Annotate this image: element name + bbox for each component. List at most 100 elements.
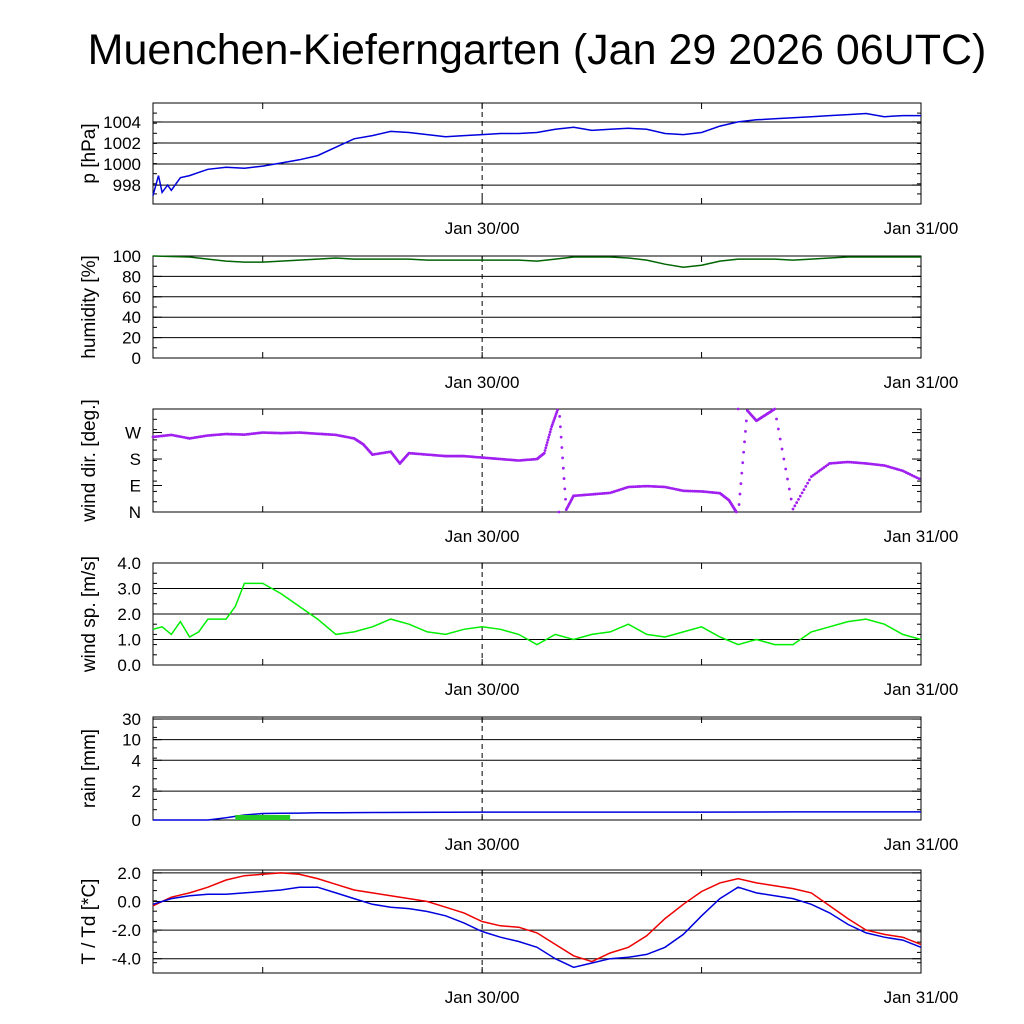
wind-direction-point: [784, 467, 788, 471]
y-tick-label: 4.0: [117, 554, 141, 573]
wind-direction-point: [806, 481, 810, 485]
wind-direction-point: [556, 408, 559, 412]
y-axis-label: T / Td [*C]: [79, 879, 100, 965]
wind-direction-point: [558, 415, 562, 418]
y-tick-label: S: [130, 450, 141, 469]
plot-frame: [152, 408, 922, 513]
wind-direction-point: [559, 425, 562, 429]
wind-direction-point: [789, 497, 793, 501]
y-tick-label: N: [129, 503, 141, 522]
x-tick-label: Jan 31/00: [884, 527, 959, 546]
wind-direction-point: [548, 433, 551, 437]
wind-direction-point: [795, 501, 799, 504]
x-tick-label: Jan 30/00: [445, 835, 520, 854]
y-tick-label: 30: [122, 710, 141, 729]
wind-direction-point: [736, 407, 740, 411]
y-tick-label: -4.0: [112, 950, 141, 969]
wind-direction-point: [545, 441, 549, 444]
wind-direction-point: [804, 484, 808, 488]
y-tick-label: 0: [132, 349, 141, 368]
wind-direction-point: [543, 449, 547, 452]
x-tick-label: Jan 30/00: [445, 527, 520, 546]
y-tick-label: 1004: [103, 113, 141, 132]
wind-direction-point: [738, 492, 742, 496]
x-tick-label: Jan 31/00: [884, 988, 959, 1007]
wind-direction-point: [734, 510, 738, 514]
hourly-rain-bar: [235, 814, 291, 820]
y-tick-label: 10: [122, 731, 141, 750]
y-axis-label: humidity [%]: [79, 255, 100, 358]
wind-direction-point: [546, 438, 550, 442]
wind-direction-point: [786, 477, 789, 481]
y-axis-label: rain [mm]: [79, 729, 100, 808]
wind-direction-point: [917, 477, 921, 481]
wind-direction-point: [778, 437, 782, 441]
wind-direction-point: [808, 478, 811, 482]
wind-direction-point: [741, 461, 745, 465]
T-line: [152, 872, 922, 963]
wind-direction-point: [561, 456, 564, 460]
plot-frame: [152, 716, 922, 821]
wind-direction-point: [545, 443, 548, 447]
y-tick-label: 80: [122, 267, 141, 286]
wind-direction-point: [776, 427, 780, 431]
y-tick-label: 60: [122, 288, 141, 307]
x-tick-label: Jan 31/00: [884, 373, 959, 392]
x-tick-label: Jan 30/00: [445, 680, 520, 699]
wind-direction-point: [564, 497, 567, 501]
y-tick-label: 2.0: [117, 605, 141, 624]
plot-frame: [152, 869, 922, 974]
y-tick-label: E: [130, 477, 141, 496]
pressure-line: [152, 112, 921, 196]
x-tick-label: Jan 30/00: [445, 988, 520, 1007]
plot-frame: [152, 102, 922, 205]
wind-direction-point: [740, 471, 744, 475]
y-tick-label: 0.0: [117, 656, 141, 675]
wind-direction-point: [773, 407, 777, 411]
y-tick-label: 0: [132, 811, 141, 830]
wind-direction-point: [542, 451, 546, 455]
y-axis-label: p [hPa]: [79, 123, 100, 183]
wind-direction-point: [787, 487, 791, 491]
wind-direction-point: [549, 427, 553, 431]
y-axis-label: wind dir. [deg.]: [79, 399, 100, 523]
wind-direction-points: [151, 407, 921, 514]
chart-title: Muenchen-Kieferngarten (Jan 29 2026 06UT…: [87, 26, 987, 74]
wind-direction-point: [802, 488, 806, 492]
wind-direction-point: [557, 510, 561, 514]
wind-direction-point: [775, 417, 778, 421]
y-tick-label: 40: [122, 308, 141, 327]
y-axis-label: wind sp. [m/s]: [79, 556, 100, 673]
wind-direction-point: [563, 487, 567, 491]
wind-direction-point: [744, 419, 748, 423]
wind-direction-point: [798, 494, 802, 498]
wind-direction-point: [544, 446, 548, 450]
y-tick-label: 1000: [103, 155, 141, 174]
x-tick-label: Jan 31/00: [884, 219, 959, 238]
wind-direction-point: [737, 503, 741, 506]
y-tick-label: 100: [113, 247, 141, 266]
x-tick-label: Jan 30/00: [445, 373, 520, 392]
y-tick-label: 20: [122, 329, 141, 348]
x-tick-label: Jan 30/00: [445, 219, 520, 238]
wind-direction-point: [744, 429, 747, 433]
y-tick-label: 998: [113, 176, 141, 195]
wind-direction-point: [560, 446, 564, 449]
wind-direction-point: [561, 466, 565, 470]
y-tick-label: 3.0: [117, 580, 141, 599]
wind-direction-point: [562, 477, 566, 480]
x-tick-label: Jan 31/00: [884, 835, 959, 854]
humidity-line: [152, 255, 921, 268]
Td-line: [152, 886, 922, 969]
wind-direction-point: [780, 447, 784, 451]
y-tick-label: 1.0: [117, 631, 141, 650]
y-tick-label: 1002: [103, 134, 141, 153]
wind-direction-point: [559, 435, 563, 439]
wind-direction-point: [742, 450, 746, 454]
wind-speed-line: [152, 582, 922, 646]
wind-direction-point: [743, 440, 746, 444]
wind-direction-point: [739, 482, 743, 486]
wind-direction-point: [548, 430, 552, 434]
plot-frame: [152, 255, 922, 359]
